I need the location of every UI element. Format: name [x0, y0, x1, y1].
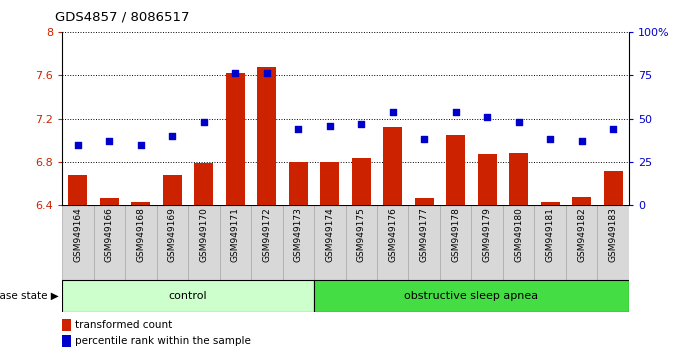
- Point: [513, 119, 524, 125]
- Text: GDS4857 / 8086517: GDS4857 / 8086517: [55, 11, 190, 24]
- Text: percentile rank within the sample: percentile rank within the sample: [75, 336, 251, 346]
- Text: GSM949173: GSM949173: [294, 207, 303, 262]
- Point: [167, 133, 178, 139]
- Text: GSM949169: GSM949169: [168, 207, 177, 262]
- Bar: [321, 162, 339, 205]
- Text: GSM949164: GSM949164: [73, 207, 82, 262]
- Point: [607, 126, 618, 132]
- Bar: [100, 198, 119, 205]
- Bar: [509, 153, 528, 205]
- Text: GSM949176: GSM949176: [388, 207, 397, 262]
- Bar: [188, 205, 220, 280]
- Text: disease state ▶: disease state ▶: [0, 291, 59, 301]
- Point: [419, 137, 430, 142]
- Bar: [251, 205, 283, 280]
- Point: [198, 119, 209, 125]
- Bar: [62, 205, 94, 280]
- Bar: [62, 319, 70, 331]
- Text: GSM949179: GSM949179: [482, 207, 492, 262]
- Bar: [283, 205, 314, 280]
- Text: GSM949180: GSM949180: [514, 207, 523, 262]
- Bar: [157, 205, 188, 280]
- Bar: [220, 205, 251, 280]
- Point: [73, 142, 84, 147]
- Text: GSM949178: GSM949178: [451, 207, 460, 262]
- Text: GSM949168: GSM949168: [136, 207, 145, 262]
- Text: transformed count: transformed count: [75, 320, 172, 330]
- Text: GSM949181: GSM949181: [546, 207, 555, 262]
- Text: GSM949175: GSM949175: [357, 207, 366, 262]
- Bar: [314, 205, 346, 280]
- Bar: [352, 158, 370, 205]
- Point: [450, 109, 461, 114]
- Bar: [471, 205, 503, 280]
- Text: GSM949182: GSM949182: [577, 207, 586, 262]
- Bar: [540, 202, 560, 205]
- Text: GSM949172: GSM949172: [263, 207, 272, 262]
- Text: control: control: [169, 291, 207, 301]
- Bar: [534, 205, 566, 280]
- Text: obstructive sleep apnea: obstructive sleep apnea: [404, 291, 538, 301]
- Point: [356, 121, 367, 127]
- Bar: [257, 67, 276, 205]
- Text: GSM949177: GSM949177: [419, 207, 428, 262]
- Bar: [572, 196, 591, 205]
- Point: [230, 71, 241, 76]
- Text: GSM949166: GSM949166: [105, 207, 114, 262]
- Bar: [131, 202, 151, 205]
- Text: GSM949170: GSM949170: [199, 207, 209, 262]
- Point: [576, 138, 587, 144]
- Text: GSM949171: GSM949171: [231, 207, 240, 262]
- Point: [482, 114, 493, 120]
- Bar: [477, 154, 497, 205]
- Point: [293, 126, 304, 132]
- Bar: [503, 205, 534, 280]
- Bar: [346, 205, 377, 280]
- Point: [387, 109, 398, 114]
- Bar: [94, 205, 125, 280]
- Point: [261, 71, 272, 76]
- Point: [324, 123, 335, 129]
- Bar: [384, 127, 402, 205]
- Bar: [377, 205, 408, 280]
- Text: GSM949183: GSM949183: [609, 207, 618, 262]
- Point: [545, 137, 556, 142]
- Bar: [68, 175, 87, 205]
- Bar: [597, 205, 629, 280]
- Bar: [566, 205, 597, 280]
- Bar: [415, 198, 434, 205]
- Text: GSM949174: GSM949174: [325, 207, 334, 262]
- Bar: [125, 205, 157, 280]
- Bar: [163, 175, 182, 205]
- Bar: [194, 163, 214, 205]
- Bar: [604, 171, 623, 205]
- Bar: [408, 205, 440, 280]
- Bar: [289, 162, 307, 205]
- Bar: [62, 280, 314, 312]
- Bar: [440, 205, 471, 280]
- Bar: [446, 135, 465, 205]
- Point: [104, 138, 115, 144]
- Bar: [314, 280, 629, 312]
- Point: [135, 142, 146, 147]
- Bar: [226, 73, 245, 205]
- Bar: [62, 335, 70, 347]
